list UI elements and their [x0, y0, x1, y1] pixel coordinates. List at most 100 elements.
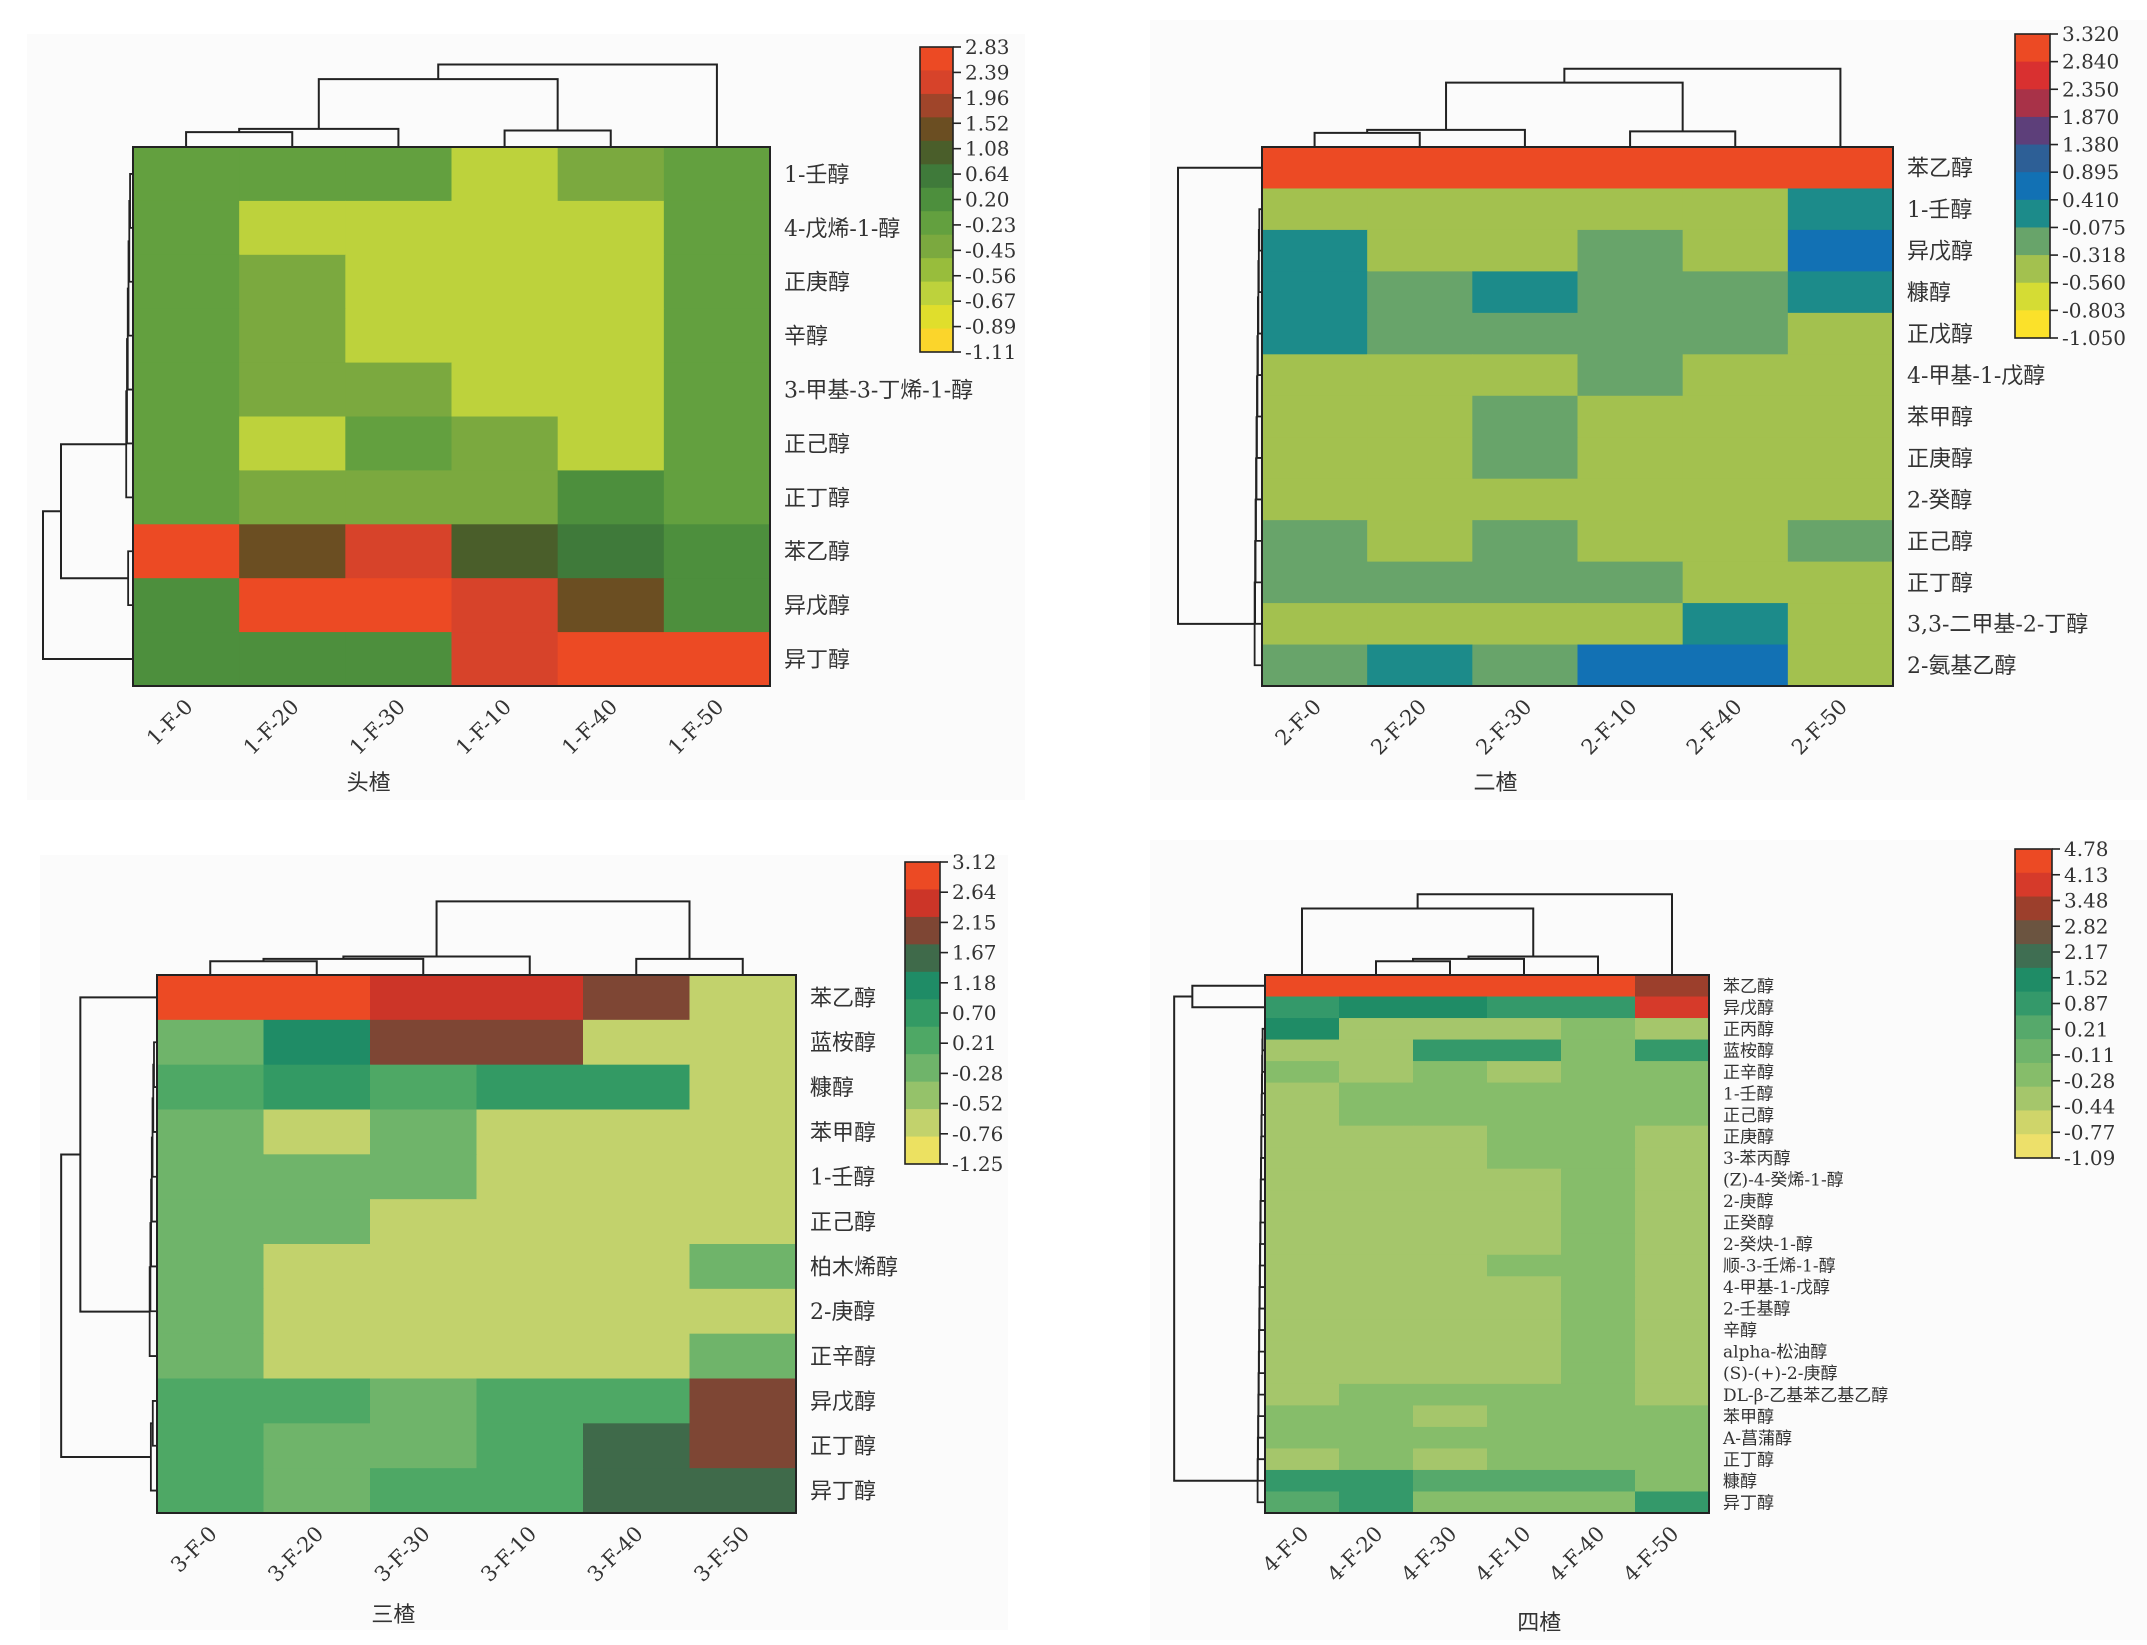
heatmap-cell	[1413, 1190, 1488, 1213]
heatmap-cell	[476, 1288, 584, 1335]
colorbar-tick-label: -0.67	[965, 289, 1016, 313]
colorbar-tick-label: -0.560	[2062, 271, 2126, 295]
heatmap-cell	[133, 308, 240, 364]
heatmap-cell	[1682, 188, 1789, 231]
colorbar-tick-label: 0.21	[2064, 1017, 2109, 1041]
colorbar-swatch	[2015, 1086, 2052, 1111]
heatmap-cell	[583, 1064, 691, 1111]
heatmap-cell	[1265, 1061, 1340, 1084]
heatmap-cell	[1561, 1254, 1636, 1277]
colorbar-tick-label: 2.17	[2064, 940, 2109, 964]
heatmap-cell	[1339, 1018, 1414, 1041]
heatmap-cell	[133, 362, 240, 418]
heatmap-cell	[476, 1244, 584, 1290]
heatmap-cell	[1577, 437, 1684, 480]
row-dendrogram-branch	[1260, 1093, 1265, 1138]
row-label: 正丁醇	[810, 1435, 876, 1460]
row-dendrogram-branch	[1177, 166, 1262, 625]
heatmap-cell	[1413, 1211, 1488, 1234]
colorbar-tick-label: 3.12	[952, 850, 997, 874]
heatmap-cell	[1265, 1018, 1340, 1041]
heatmap-cell	[1487, 1233, 1562, 1256]
heatmap-cell	[1787, 188, 1894, 231]
heatmap-cell	[345, 632, 453, 687]
column-label: 1-F-50	[663, 695, 728, 760]
heatmap-cell	[1561, 1383, 1636, 1406]
heatmap-cell	[1787, 437, 1894, 480]
row-label: 正丁醇	[784, 486, 850, 511]
row-label: A-菖蒲醇	[1722, 1429, 1792, 1449]
heatmap-cell	[451, 578, 559, 633]
column-dendrogram-branch	[1313, 131, 1421, 147]
heatmap-cell	[1635, 996, 1710, 1019]
colorbar-tick-label: 0.87	[2064, 992, 2109, 1016]
colorbar-tick-label: 1.870	[2062, 105, 2119, 129]
heatmap-cell	[239, 362, 346, 418]
row-label: 蓝桉醇	[1723, 1041, 1774, 1061]
row-label: 异丁醇	[1723, 1493, 1774, 1513]
heatmap-cell	[1472, 354, 1579, 397]
heatmap-cell	[663, 254, 771, 310]
heatmap-cell	[1787, 520, 1894, 563]
heatmap-cell	[370, 1019, 478, 1066]
heatmap-cell	[1682, 520, 1789, 563]
heatmap-cell	[1339, 1233, 1414, 1256]
colorbar-tick-label: -0.44	[2064, 1095, 2115, 1119]
heatmap-cell	[1635, 1362, 1710, 1385]
heatmap-cell	[1487, 1340, 1562, 1363]
colorbar-tick-label: -0.76	[952, 1122, 1003, 1146]
heatmap-cell	[1262, 229, 1368, 272]
heatmap-cell	[1682, 229, 1789, 272]
heatmap-cell	[1339, 1190, 1414, 1213]
axis-title: 头楂	[347, 771, 391, 796]
colorbar-tick-label: 1.52	[2064, 966, 2109, 990]
heatmap-cell	[1487, 1383, 1562, 1406]
column-label: 3-F-0	[166, 1522, 222, 1578]
heatmap-cell	[1413, 1491, 1488, 1514]
colorbar-tick-label: -0.89	[965, 315, 1016, 339]
heatmap-cell	[1472, 395, 1579, 438]
row-label: 苯甲醇	[1907, 405, 1973, 430]
row-label: 2-癸炔-1-醇	[1723, 1235, 1813, 1255]
column-dendrogram-branch	[185, 131, 294, 147]
heatmap-cell	[557, 470, 665, 525]
heatmap-cell	[1265, 1190, 1340, 1213]
heatmap-cell	[1262, 644, 1368, 687]
column-label: 2-F-50	[1787, 695, 1852, 760]
heatmap-cell	[1367, 147, 1473, 190]
colorbar-swatch	[905, 1109, 940, 1138]
colorbar-tick-label: -0.77	[2064, 1120, 2115, 1144]
heatmap-cell	[1635, 1319, 1710, 1342]
colorbar-tick-label: 3.320	[2062, 22, 2119, 46]
heatmap-cell	[557, 578, 665, 633]
heatmap-cell	[1472, 147, 1579, 190]
column-dendrogram-branch	[1416, 893, 1673, 975]
heatmap-cell	[1265, 1147, 1340, 1170]
heatmap-cell	[1339, 1383, 1414, 1406]
colorbar-tick-label: 3.48	[2064, 889, 2109, 913]
heatmap-cell	[1367, 478, 1473, 521]
colorbar-tick-label: -0.075	[2062, 216, 2126, 240]
heatmap-cell	[689, 1288, 797, 1335]
heatmap-cell	[1487, 1319, 1562, 1342]
heatmap-frame	[156, 974, 797, 1514]
heatmap-cell	[1635, 1082, 1710, 1105]
row-label: 正丁醇	[1723, 1450, 1774, 1470]
heatmap-cell	[1787, 271, 1894, 314]
column-dendrogram-branch	[437, 63, 718, 147]
heatmap-cell	[263, 1468, 371, 1514]
heatmap-cell	[239, 524, 346, 579]
heatmap-cell	[1577, 229, 1684, 272]
row-dendrogram-branch	[1258, 1329, 1265, 1375]
heatmap-cell	[1635, 1147, 1710, 1170]
heatmap-cell	[1413, 1233, 1488, 1256]
colorbar-tick-label: 0.70	[952, 1001, 997, 1025]
row-label: alpha-松油醇	[1723, 1343, 1827, 1363]
heatmap-cell	[451, 147, 559, 202]
heatmap-cell	[1487, 1297, 1562, 1320]
heatmap-cell	[451, 416, 559, 471]
heatmap-cell	[1367, 354, 1473, 397]
heatmap-cell	[1487, 1190, 1562, 1213]
heatmap-cell	[689, 1244, 797, 1290]
heatmap-cell	[1367, 603, 1473, 646]
